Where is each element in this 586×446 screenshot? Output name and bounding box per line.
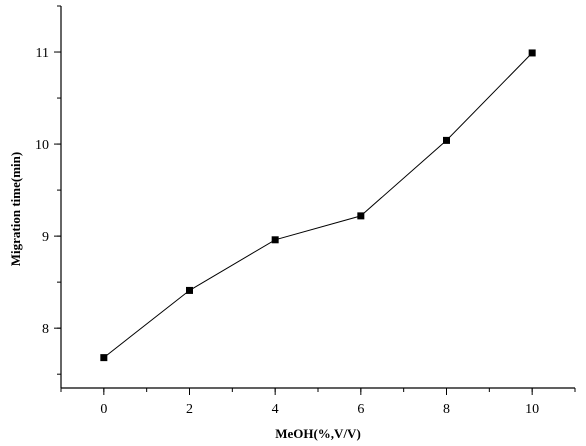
data-point — [443, 136, 450, 144]
plot-area — [100, 49, 536, 362]
x-tick-label: 2 — [186, 402, 193, 417]
ticks — [54, 5, 576, 395]
x-tick-label: 6 — [357, 402, 364, 417]
x-tick-label: 4 — [272, 402, 279, 417]
series-line — [103, 52, 533, 358]
x-axis-label: MeOH(%,V/V) — [275, 426, 361, 441]
tick-labels: 0 2 4 6 8 10 8 9 10 11 — [35, 46, 539, 417]
y-tick-label: 11 — [36, 46, 49, 61]
x-tick-label: 8 — [443, 402, 450, 417]
data-point — [271, 236, 279, 244]
data-point — [357, 212, 365, 220]
y-axis-label: Migration time(min) — [8, 152, 23, 266]
x-tick-label: 0 — [100, 402, 107, 417]
y-tick-label: 9 — [42, 230, 49, 245]
y-tick-label: 8 — [42, 322, 49, 337]
x-tick-label: 10 — [525, 402, 539, 417]
data-point — [186, 286, 193, 294]
y-tick-label: 10 — [35, 138, 49, 153]
data-point — [528, 49, 536, 57]
data-point — [100, 354, 108, 362]
